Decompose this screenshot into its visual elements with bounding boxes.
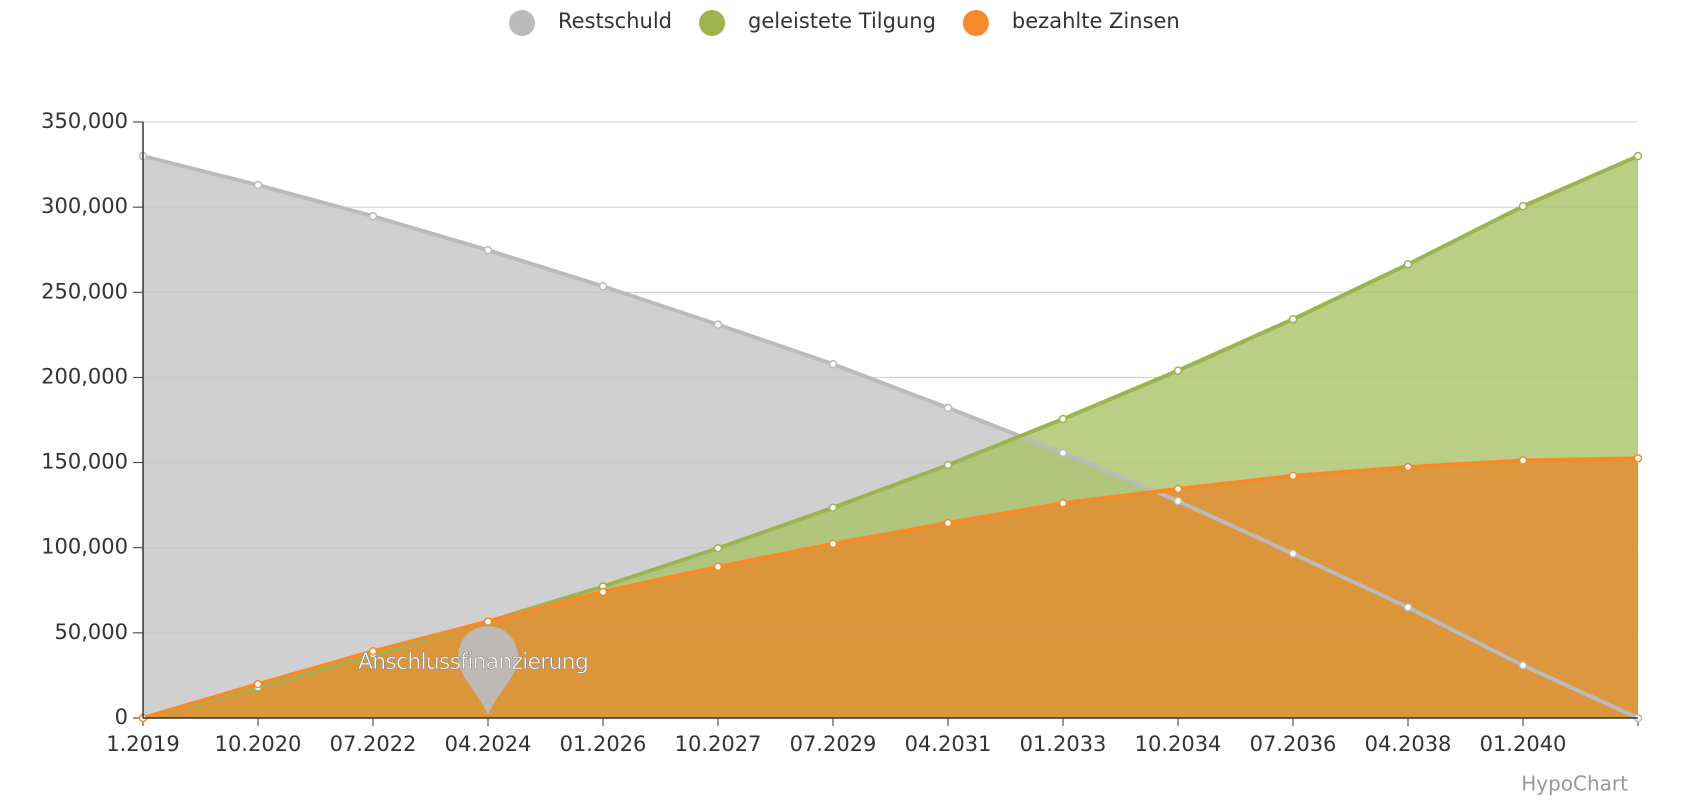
point [368,646,378,656]
y-tick-label: 350,000 [41,109,128,133]
point [1518,456,1528,465]
y-tick-label: 100,000 [41,535,128,559]
point [1288,549,1298,558]
point [1173,366,1183,375]
point [368,211,378,221]
point [598,587,608,597]
point [943,460,953,470]
point [1633,151,1643,161]
x-tick-label: 01.2040 [1480,732,1567,756]
legend-marker [962,10,989,36]
x-tick-label: 01.2026 [560,732,647,756]
y-tick-label: 300,000 [41,194,128,218]
line [142,456,1639,720]
point [1058,499,1068,508]
y-tick-label: 50,000 [55,620,128,644]
y-tick-label: 150,000 [41,450,128,474]
point [1633,454,1643,463]
point [713,543,723,553]
point [943,403,953,413]
line [142,154,1639,720]
line [142,154,1639,720]
x-tick-label: 1.2019 [106,732,179,756]
legend-label[interactable]: Restschuld [558,9,672,33]
point [483,617,493,626]
x-tick-label: 07.2029 [790,732,877,756]
legend-label[interactable]: geleistete Tilgung [748,9,936,33]
point [713,562,723,572]
point [1058,448,1068,458]
annotation-pin [458,626,518,716]
point [1403,260,1413,269]
legend-marker [699,10,726,36]
x-tick-label: 04.2024 [445,732,532,756]
legend-label[interactable]: bezahlte Zinsen [1012,9,1180,33]
x-tick-label: 10.2027 [675,732,762,756]
x-tick-label: 01.2033 [1020,732,1107,756]
point [1518,202,1528,211]
point [483,245,493,255]
point [1288,314,1298,324]
point [1173,484,1183,494]
x-tick-label: 07.2022 [330,732,417,756]
point [828,503,838,512]
point [943,518,953,528]
point [1403,603,1413,612]
annotation-label: Anschlussfinanzierung [358,650,588,675]
legend: Restschuld geleistete Tilgung bezahlte Zin… [509,9,1180,36]
y-tick-label: 250,000 [41,279,128,303]
point [598,282,608,291]
point [253,679,263,689]
credit[interactable]: HypoChart [1521,772,1628,796]
y-tick-label: 0 [115,705,128,729]
point [253,180,263,190]
point [1403,462,1413,472]
x-tick-label: 10.2034 [1135,732,1222,756]
point [1518,661,1528,670]
x-tick-label: 07.2036 [1250,732,1337,756]
x-tick-label: 10.2020 [215,732,302,756]
point [1173,496,1183,506]
point [713,320,723,329]
point [1058,414,1068,424]
legend-marker [509,10,535,36]
x-tick-label: 04.2038 [1365,732,1452,756]
point [828,539,838,549]
point [1288,471,1298,481]
y-tick-label: 200,000 [41,364,128,388]
point [828,359,838,369]
x-tick-label: 04.2031 [905,732,992,756]
